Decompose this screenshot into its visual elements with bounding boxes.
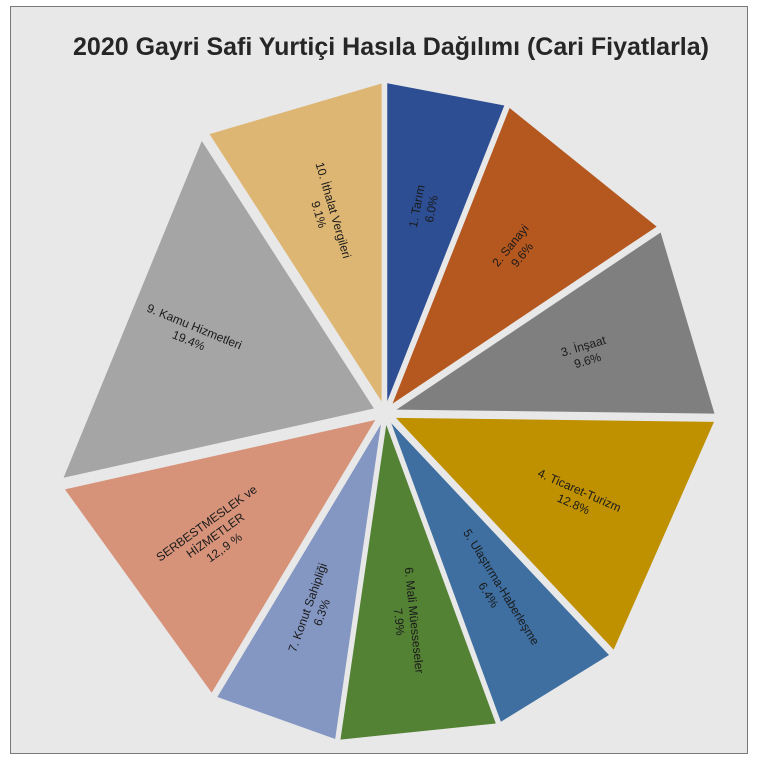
chart-frame: 2020 Gayri Safi Yurtiçi Hasıla Dağılımı … [10, 6, 748, 754]
pie-slice-3 [396, 232, 715, 414]
pie-slice-9 [63, 141, 374, 478]
pie-slice-2 [392, 107, 657, 404]
pie-slice-4 [395, 417, 714, 650]
pie-slice-10 [209, 83, 382, 402]
slice-label-text: 6.0% [422, 194, 441, 224]
chart-title: 2020 Gayri Safi Yurtiçi Hasıla Dağılımı … [73, 33, 709, 61]
pie-slice-7 [217, 424, 381, 739]
pie-slice-1 [387, 83, 505, 402]
slice-label-text: 7.9% [391, 607, 408, 636]
pie-slice-8 [64, 420, 376, 693]
pie-slice-6 [340, 424, 496, 740]
pie-slice-5 [391, 423, 609, 722]
